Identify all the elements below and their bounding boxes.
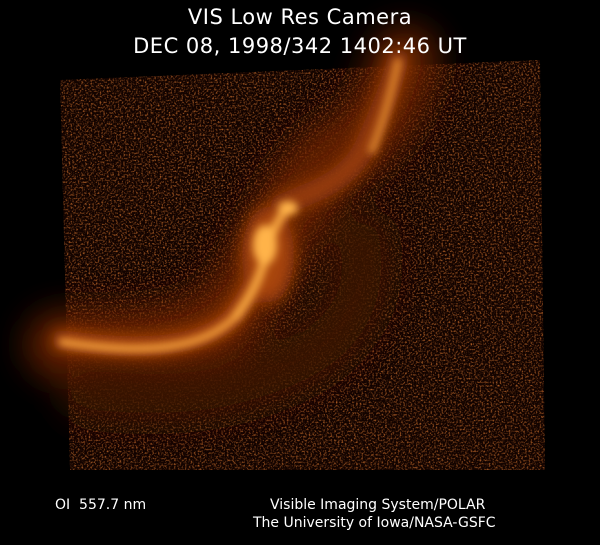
aurora-core: [58, 58, 402, 353]
image-title: VIS Low Res Camera: [187, 5, 413, 29]
filter-wavelength-label: OI 557.7 nm: [55, 497, 147, 513]
instrument-credit: Visible Imaging System/POLAR: [270, 497, 486, 513]
capture-timestamp: DEC 08, 1998/342 1402:46 UT: [133, 34, 467, 58]
institution-credit: The University of Iowa/NASA-GSFC: [253, 515, 496, 531]
